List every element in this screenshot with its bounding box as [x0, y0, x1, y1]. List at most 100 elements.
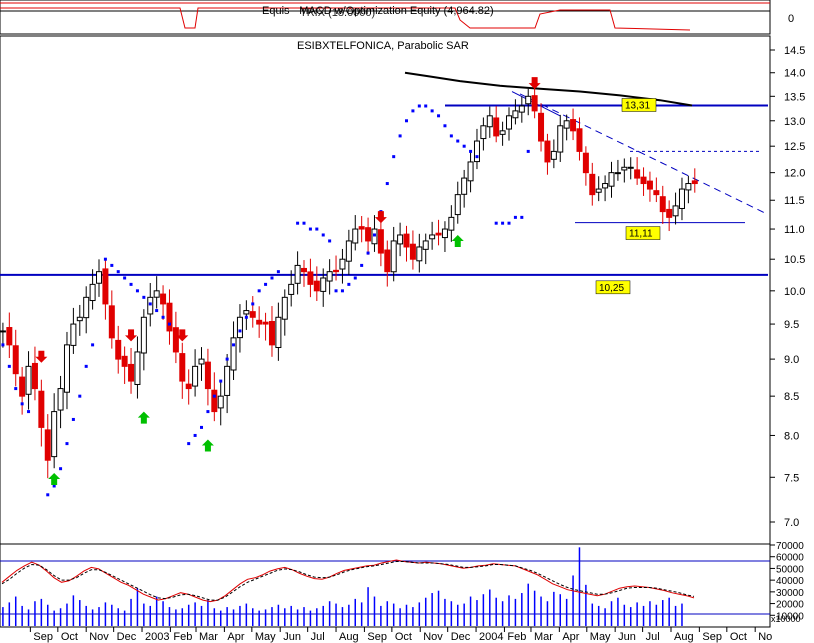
sar-dot — [148, 302, 152, 306]
candle-up — [236, 316, 243, 339]
price-axis: 14.5 14.0 13.5 13.0 12.5 12.0 11.5 11.0 10.5 10.0… — [770, 45, 805, 529]
sell-arrow-icon — [374, 211, 387, 224]
volume-bars — [2, 547, 683, 626]
level-label: 11,11 — [629, 229, 653, 240]
candle-up — [557, 125, 564, 153]
candle-up — [275, 316, 282, 349]
candle-down — [634, 169, 641, 179]
sar-dot — [366, 251, 370, 255]
volume-tick-label: 20000 — [776, 600, 804, 611]
sar-dot — [206, 410, 210, 414]
sar-dot — [84, 364, 88, 368]
x-tick-label: Mar — [534, 631, 553, 643]
main-panel-frame — [0, 35, 771, 545]
sar-dot — [315, 227, 319, 231]
candle-up — [506, 115, 513, 130]
candle-down — [666, 208, 673, 218]
candle-up — [217, 395, 224, 409]
level-label: 13,31 — [625, 101, 650, 112]
sar-dot — [65, 442, 69, 446]
candle-down — [179, 353, 186, 382]
sar-dot — [276, 270, 280, 274]
sar-dot — [411, 109, 415, 113]
price-tick-label: 10.5 — [784, 254, 805, 266]
sar-dot — [59, 467, 63, 471]
x-tick-label: Jun — [283, 631, 301, 643]
candle-up — [230, 337, 237, 371]
candle-down — [115, 339, 122, 360]
volume-unit-label: x10000 — [771, 614, 801, 624]
x-axis: Sep Oct Nov Dec 2003 Feb Mar Apr May Jun Jul Aug Sep… — [0, 626, 772, 643]
x-tick-label: Nov — [89, 631, 109, 643]
x-tick-label: Oct — [61, 631, 78, 643]
sar-dot — [334, 289, 338, 293]
candle-up — [672, 205, 679, 217]
sar-dot — [424, 104, 428, 108]
sar-dot — [193, 433, 197, 437]
candle-down — [6, 327, 13, 346]
sar-dots — [1, 104, 530, 497]
sar-dot — [462, 144, 466, 148]
sar-dot — [321, 233, 325, 237]
top-panel: Equis - MACD w/Optimization Equity (4,96… — [0, 0, 794, 35]
price-tick-label: 13.0 — [784, 116, 805, 128]
candle-up — [480, 125, 487, 140]
sar-dot — [302, 221, 306, 225]
candle-down — [358, 226, 365, 230]
sar-dot — [238, 329, 242, 333]
sar-dot — [520, 215, 524, 219]
sar-dot — [475, 155, 479, 159]
candle-up — [76, 316, 83, 322]
x-tick-label: Apr — [227, 631, 244, 643]
signal-arrows — [35, 77, 541, 485]
sar-dot — [507, 221, 511, 225]
main-panel-title: ESIBXTELFONICA, Parabolic SAR — [297, 40, 469, 52]
candle-up — [352, 228, 359, 244]
candle-down — [38, 390, 45, 428]
oscillator-signal-line — [1, 561, 695, 601]
price-tick-label: 11.5 — [784, 195, 805, 207]
sar-dot — [167, 322, 171, 326]
buy-arrow-icon — [48, 472, 61, 485]
x-tick-label: Apr — [562, 631, 579, 643]
volume-tick-label: 40000 — [776, 576, 804, 587]
sar-dot — [347, 282, 351, 286]
x-tick-label: Jun — [618, 631, 636, 643]
candle-down — [256, 319, 263, 325]
sar-dot — [110, 263, 114, 267]
candle-down — [403, 233, 410, 248]
candle-down — [531, 95, 538, 112]
candle-up — [140, 316, 147, 354]
candle-up — [281, 296, 288, 320]
candle-up — [454, 194, 461, 216]
candle-down — [646, 180, 653, 190]
x-tick-label: Aug — [339, 631, 359, 643]
x-tick-label: Oct — [395, 631, 412, 643]
sar-dot — [296, 221, 300, 225]
level-label-box — [595, 280, 631, 295]
sar-dot — [526, 149, 530, 153]
candle-up — [614, 172, 621, 175]
volume-tick-label: 70000 — [776, 541, 804, 552]
candle-up — [320, 277, 327, 292]
candle-up — [25, 365, 32, 395]
candle-down — [307, 271, 314, 285]
sar-dot — [103, 257, 107, 261]
sar-dot — [456, 139, 460, 143]
sar-dot — [244, 315, 248, 319]
candle-up — [224, 365, 231, 396]
candle-up — [595, 188, 602, 193]
candle-up — [627, 166, 634, 169]
main-panel: ESIBXTELFONICA, Parabolic SAR 14.5 14.0 13… — [0, 35, 805, 545]
candle-down — [493, 117, 500, 137]
candle-down — [301, 267, 308, 273]
level-labels: 13,31 11,11 10,25 — [595, 98, 661, 295]
price-tick-label: 9.0 — [784, 354, 799, 366]
candle-up — [397, 234, 404, 245]
candle-down — [538, 112, 545, 142]
candle-up — [83, 296, 90, 319]
equity-line — [0, 7, 691, 31]
candle-down — [570, 119, 577, 132]
candle-down — [582, 152, 589, 174]
